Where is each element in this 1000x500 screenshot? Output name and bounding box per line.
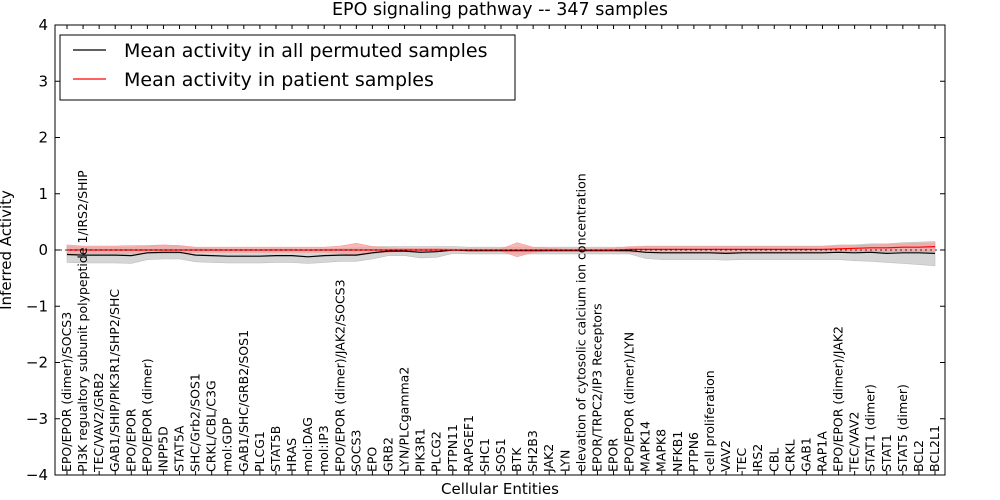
category-label: BCL2L1 [927, 425, 942, 472]
category-label: NFKB1 [670, 431, 685, 472]
category-label: RAPGEF1 [461, 415, 476, 472]
category-label: CBL [766, 448, 781, 472]
category-label: VAV2 [718, 440, 733, 472]
category-label: GAB1/SHIP/PIK3R1/SHP2/SHC [107, 289, 122, 472]
y-tick-label: 1 [38, 185, 48, 203]
category-label: SOS1 [493, 438, 508, 472]
confidence-bands [66, 241, 936, 267]
chart-title: EPO signaling pathway -- 347 samples [332, 0, 668, 20]
category-label: PTPN6 [686, 432, 701, 472]
category-label: SHC/Grb2/SOS1 [188, 373, 203, 472]
legend-box [59, 34, 516, 101]
category-label: SH2B3 [525, 430, 540, 472]
category-label: TEC [734, 447, 749, 473]
category-label: GRB2 [381, 437, 396, 472]
category-label: cell proliferation [702, 370, 717, 472]
category-label: STAT5 (dimer) [895, 384, 910, 472]
category-label: STAT1 [879, 434, 894, 472]
category-label: GAB1/SHC/GRB2/SOS1 [236, 330, 251, 472]
y-tick-label: 2 [38, 129, 48, 147]
category-label: EPO/EPOR (dimer)/JAK2/SOCS3 [332, 279, 347, 472]
y-axis-label: Inferred Activity [0, 190, 15, 310]
category-label: STAT5B [268, 426, 283, 472]
category-label: EPO/EPOR (dimer)/SOCS3 [59, 312, 74, 472]
category-label: CRKL [782, 439, 797, 472]
series-band-0 [66, 241, 936, 267]
y-axis-ticks: −4 −3 −2 −1 0 1 2 3 4 [26, 16, 945, 484]
category-label: MAPK8 [654, 429, 669, 472]
category-label: BTK [509, 447, 524, 472]
legend-label-patient: Mean activity in patient samples [124, 69, 434, 91]
category-label: elevation of cytosolic calcium ion conce… [573, 173, 588, 472]
legend: Mean activity in all permuted samples Me… [59, 34, 516, 101]
category-label: EPO/EPOR (dimer)/LYN [622, 332, 637, 472]
category-label: RAP1A [815, 431, 830, 472]
category-label: CRKL/CBL/C3G [204, 380, 219, 472]
category-label: EPO/EPOR [123, 408, 138, 472]
y-tick-label: 4 [38, 16, 48, 34]
x-axis-label: Cellular Entities [441, 480, 559, 498]
category-label: PIK3R1 [413, 428, 428, 472]
category-label: EPOR [606, 438, 621, 472]
y-tick-label: −4 [26, 466, 48, 484]
category-label: JAK2 [541, 444, 556, 473]
category-label: SHC1 [477, 438, 492, 472]
category-label: HRAS [284, 438, 299, 472]
category-label: BCL2 [911, 440, 926, 472]
y-tick-label: −3 [26, 410, 48, 428]
category-label: EPOR/TRPC2/IP3 Receptors [589, 303, 604, 472]
category-label: IRS2 [750, 444, 765, 472]
y-tick-label: −2 [26, 354, 48, 372]
category-label: mol:IP3 [316, 425, 331, 472]
category-label: EPO [364, 447, 379, 472]
category-label: LYN [557, 450, 572, 472]
category-label: PI3K regualtory subunit polypeptide 1/IR… [75, 170, 90, 472]
category-label: TEC/VAV2/GRB2 [91, 372, 106, 473]
category-label: mol:GDP [220, 417, 235, 472]
y-tick-label: −1 [26, 297, 48, 315]
category-label: SOCS3 [348, 430, 363, 472]
category-label: PLCG2 [429, 431, 444, 472]
category-labels: EPO/EPOR (dimer)/SOCS3 PI3K regualtory su… [59, 170, 942, 473]
category-label: PTPN11 [445, 424, 460, 472]
y-tick-label: 3 [38, 72, 48, 90]
category-label: INPP5D [155, 426, 170, 472]
category-label: MAPK14 [638, 421, 653, 472]
category-label: LYN/PLCgamma2 [397, 367, 412, 472]
category-label: PLCG1 [252, 431, 267, 472]
x-axis-ticks [66, 25, 936, 475]
category-label: STAT5A [172, 425, 187, 472]
y-tick-label: 0 [38, 241, 48, 259]
category-label: mol:DAG [300, 417, 315, 472]
legend-label-permuted: Mean activity in all permuted samples [124, 40, 487, 62]
category-label: EPO/EPOR (dimer)/JAK2 [831, 326, 846, 472]
category-label: STAT1 (dimer) [863, 384, 878, 472]
category-label: TEC/VAV2 [847, 412, 862, 473]
category-label: GAB1 [798, 437, 813, 472]
category-label: EPO/EPOR (dimer) [139, 358, 154, 472]
